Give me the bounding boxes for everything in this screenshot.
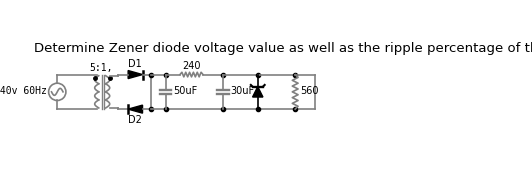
Text: 240v 60Hz: 240v 60Hz [0, 86, 47, 96]
Text: 50uF: 50uF [173, 86, 197, 96]
Text: 5:1,: 5:1, [89, 63, 113, 73]
Text: 30uF: 30uF [231, 86, 255, 96]
Text: 240: 240 [182, 60, 201, 70]
Text: Determine Zener diode voltage value as well as the ripple percentage of the circ: Determine Zener diode voltage value as w… [34, 42, 532, 55]
Text: D1: D1 [128, 59, 142, 69]
Text: 560: 560 [301, 86, 319, 96]
Text: D2: D2 [128, 115, 142, 125]
Polygon shape [128, 70, 143, 79]
Polygon shape [253, 87, 263, 97]
Polygon shape [128, 105, 143, 113]
